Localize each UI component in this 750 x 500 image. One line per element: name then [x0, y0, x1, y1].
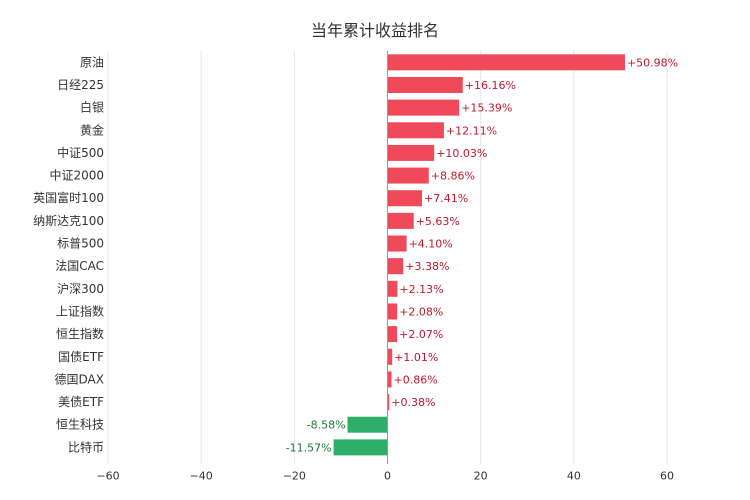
- bar: [387, 258, 404, 275]
- value-label: +16.16%: [465, 79, 516, 92]
- value-label: +7.41%: [424, 192, 468, 205]
- category-label: 日经225: [57, 78, 104, 92]
- bar: [387, 76, 463, 93]
- category-label: 纳斯达克100: [33, 214, 104, 228]
- category-label: 恒生科技: [56, 418, 104, 432]
- category-label: 恒生指数: [56, 326, 104, 341]
- x-tick-label: −40: [190, 470, 213, 483]
- category-label: 白银: [80, 100, 104, 115]
- bar: [387, 190, 423, 207]
- bar: [387, 122, 444, 139]
- value-label: +3.38%: [405, 260, 449, 273]
- bar: [387, 348, 393, 365]
- category-label: 比特币: [68, 439, 104, 454]
- value-label: +12.11%: [446, 124, 497, 137]
- value-label: +8.86%: [431, 170, 475, 183]
- value-label: +2.13%: [399, 283, 443, 296]
- value-label: +15.39%: [461, 102, 512, 115]
- category-label: 英国富时100: [33, 190, 104, 205]
- bar: [387, 167, 429, 184]
- category-label: 法国CAC: [55, 259, 104, 273]
- bar: [387, 212, 414, 229]
- bars: [333, 54, 625, 456]
- category-label: 国债ETF: [58, 350, 104, 364]
- value-label: +4.10%: [409, 238, 453, 251]
- x-tick-label: 0: [384, 470, 391, 483]
- value-label: +2.08%: [399, 305, 443, 318]
- bar: [387, 303, 398, 320]
- value-label: +5.63%: [416, 215, 460, 228]
- category-label: 中证500: [57, 145, 104, 160]
- bar: [387, 235, 407, 252]
- bar: [387, 371, 392, 388]
- bar: [333, 439, 388, 456]
- chart-title: 当年累计收益排名: [311, 21, 439, 40]
- value-label: +2.07%: [399, 328, 443, 341]
- category-label: 沪深300: [57, 282, 104, 296]
- bar: [387, 394, 390, 411]
- bar: [347, 416, 388, 433]
- x-tick-label: 40: [567, 470, 581, 483]
- bar: [387, 280, 398, 297]
- bar: [387, 99, 460, 116]
- value-label: -8.58%: [307, 419, 346, 432]
- value-label: +0.38%: [391, 396, 435, 409]
- value-label: +1.01%: [394, 351, 438, 364]
- category-label: 中证2000: [49, 168, 104, 183]
- labels: −60 −40 −20 0 20 40 60 原油 +50.98% 日经225 +16.16% 白银 +…: [33, 55, 678, 482]
- value-label: +10.03%: [436, 147, 487, 160]
- category-label: 上证指数: [56, 303, 104, 318]
- x-tick-label: 20: [474, 470, 488, 483]
- bar: [387, 144, 435, 161]
- category-label: 黄金: [80, 122, 104, 137]
- value-label: +0.86%: [394, 373, 438, 386]
- x-tick-label: −60: [96, 470, 119, 483]
- x-tick-label: 60: [660, 470, 674, 483]
- bar: [387, 326, 398, 343]
- category-label: 原油: [80, 55, 104, 69]
- category-label: 美债ETF: [58, 395, 104, 409]
- category-label: 德国DAX: [55, 371, 104, 386]
- value-label: +50.98%: [627, 56, 678, 69]
- bar: [387, 54, 625, 71]
- grid-lines: [107, 51, 668, 464]
- value-label: -11.57%: [286, 441, 332, 454]
- category-label: 标普500: [57, 237, 104, 251]
- x-tick-label: −20: [283, 470, 306, 483]
